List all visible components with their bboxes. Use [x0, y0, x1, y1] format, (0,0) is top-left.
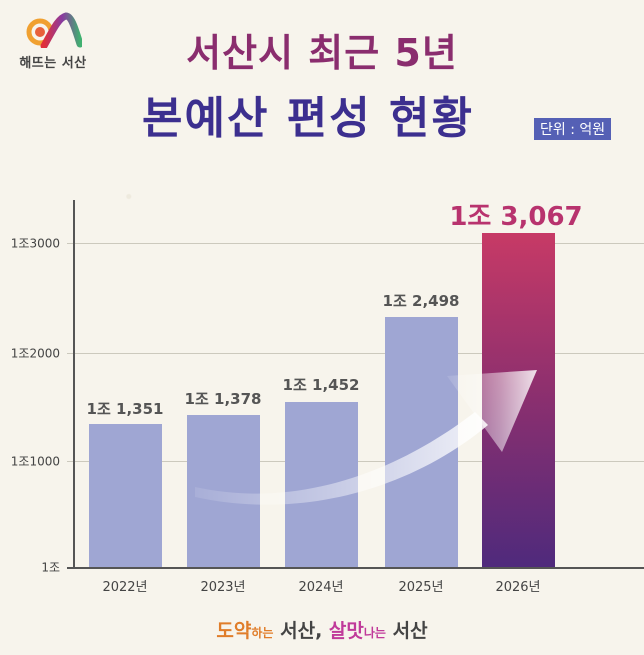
- slogan-word: 도약: [216, 620, 252, 642]
- bar-2024: [285, 402, 358, 567]
- slogan-word: 살맛: [328, 620, 364, 642]
- title-line-1: 서산시 최근 5년: [186, 31, 458, 75]
- y-axis: [73, 200, 75, 568]
- title-line-2: 본예산 편성 현황: [142, 93, 474, 144]
- x-label-2026: 2026년: [495, 580, 541, 595]
- x-label-2022: 2022년: [102, 580, 148, 595]
- value-label-2024: 1조 1,452: [282, 376, 360, 394]
- bar-2022: [89, 424, 162, 567]
- gridline-3000: [67, 243, 644, 244]
- slogan-word: 서산: [392, 620, 428, 642]
- bar-2026: [482, 233, 555, 567]
- y-tick: 1조1000: [10, 454, 60, 469]
- bar-2023: [187, 415, 260, 567]
- y-tick: 1조: [41, 560, 60, 575]
- y-tick: 1조2000: [10, 346, 60, 361]
- bar-2025: [385, 317, 458, 567]
- value-label-2026: 1조 3,067: [449, 202, 583, 232]
- x-label-2023: 2023년: [200, 580, 246, 595]
- value-label-2025: 1조 2,498: [382, 292, 460, 310]
- footer-slogan: 도약하는 서산, 살맛나는 서산: [0, 616, 644, 643]
- gridline-2000: [67, 353, 644, 354]
- x-axis: [67, 567, 644, 569]
- city-logo: 해뜨는 서산: [8, 12, 98, 72]
- logo-text: 해뜨는 서산: [19, 56, 87, 71]
- logo-sun-icon: [26, 12, 82, 48]
- unit-badge: 단위 : 억원: [534, 118, 612, 140]
- slogan-word: 나는: [363, 626, 386, 640]
- value-label-2023: 1조 1,378: [184, 390, 262, 408]
- value-label-2022: 1조 1,351: [86, 400, 164, 418]
- y-tick: 1조3000: [10, 236, 60, 251]
- x-label-2025: 2025년: [398, 580, 444, 595]
- x-label-2024: 2024년: [298, 580, 344, 595]
- slogan-word: 하는: [251, 626, 274, 640]
- slogan-word: 서산,: [280, 620, 323, 642]
